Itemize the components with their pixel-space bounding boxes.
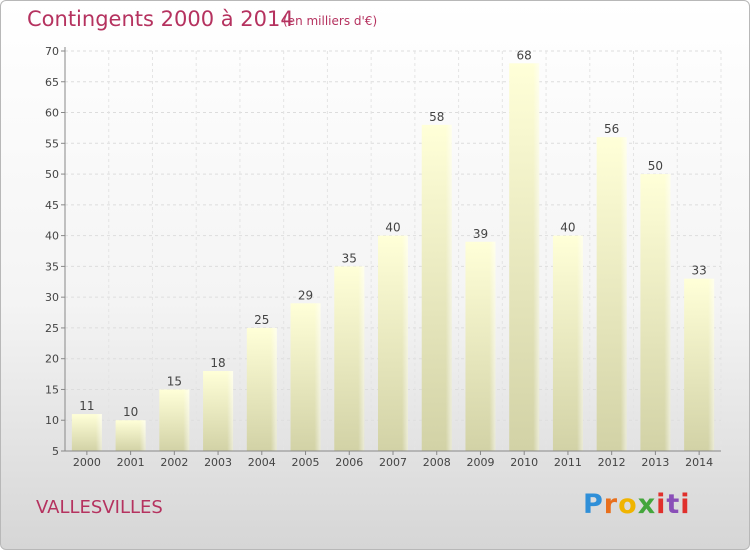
x-tick-label: 2004 xyxy=(248,456,276,469)
y-tick-label: 60 xyxy=(45,107,59,120)
x-tick-label: 2001 xyxy=(117,456,145,469)
commune-name: VALLESVILLES xyxy=(36,497,163,518)
bar-value-label: 68 xyxy=(517,48,532,62)
y-tick-label: 50 xyxy=(45,168,59,181)
y-tick-label: 70 xyxy=(45,45,59,58)
y-tick-label: 65 xyxy=(45,76,59,89)
y-tick-label: 45 xyxy=(45,199,59,212)
axes: 5 10 15 20 25 30 35 40 45 50 55 60 65 70 2000 2001 2002 2… xyxy=(45,45,721,469)
bar-value-label: 11 xyxy=(79,399,94,413)
y-tick-label: 35 xyxy=(45,260,59,273)
bars: 11 10 15 18 25 29 35 40 58 39 68 40 56 50 33 xyxy=(71,48,715,452)
x-tick-label: 2012 xyxy=(598,456,626,469)
bar-highlight xyxy=(533,63,540,452)
x-tick-label: 2014 xyxy=(685,456,713,469)
x-tick-label: 2006 xyxy=(335,456,363,469)
bar-highlight xyxy=(445,124,452,451)
x-tick-label: 2005 xyxy=(292,456,320,469)
bar-value-label: 18 xyxy=(210,356,225,370)
bar-highlight xyxy=(358,266,365,451)
bar-value-label: 35 xyxy=(342,251,357,265)
x-tick-label: 2003 xyxy=(204,456,232,469)
bar-value-label: 10 xyxy=(123,405,138,419)
y-tick-label: 55 xyxy=(45,137,59,150)
bar-value-label: 39 xyxy=(473,227,488,241)
y-tick-label: 15 xyxy=(45,383,59,396)
y-tick-label: 25 xyxy=(45,322,59,335)
x-tick-label: 2008 xyxy=(423,456,451,469)
bar-highlight xyxy=(227,371,234,451)
bar-value-label: 15 xyxy=(167,374,182,388)
bar-highlight xyxy=(314,303,321,451)
bar-value-label: 50 xyxy=(648,159,663,173)
bar-value-label: 56 xyxy=(604,122,619,136)
y-tick-label: 30 xyxy=(45,291,59,304)
bar-highlight xyxy=(664,174,671,452)
bar-highlight xyxy=(402,235,408,451)
x-tick-label: 2007 xyxy=(379,456,407,469)
chart-subtitle: (en milliers d'€) xyxy=(283,14,378,28)
bar-highlight xyxy=(139,420,146,451)
y-tick-label: 5 xyxy=(52,445,59,458)
bar-value-label: 58 xyxy=(429,110,444,124)
x-tick-label: 2013 xyxy=(641,456,669,469)
chart-title: Contingents 2000 à 2014 xyxy=(27,7,294,31)
bar-highlight xyxy=(489,241,496,451)
bar-value-label: 40 xyxy=(560,221,575,235)
x-tick-label: 2009 xyxy=(466,456,494,469)
x-tick-label: 2002 xyxy=(160,456,188,469)
bar-highlight xyxy=(95,414,102,451)
proxiti-logo[interactable]: Proxiti xyxy=(583,489,691,520)
bar-highlight xyxy=(576,235,583,451)
x-tick-label: 2010 xyxy=(510,456,538,469)
bar-value-label: 25 xyxy=(254,313,269,327)
bar-value-label: 33 xyxy=(691,264,706,278)
bar-highlight xyxy=(620,137,627,451)
y-tick-label: 10 xyxy=(45,414,59,427)
x-tick-label: 2000 xyxy=(73,456,101,469)
bar-highlight xyxy=(708,278,715,451)
y-tick-label: 40 xyxy=(45,230,59,243)
x-tick-label: 2011 xyxy=(554,456,582,469)
bar-highlight xyxy=(270,327,277,451)
bar-value-label: 29 xyxy=(298,288,313,302)
bar-highlight xyxy=(183,389,190,451)
y-tick-label: 20 xyxy=(45,353,59,366)
bar-value-label: 40 xyxy=(385,221,400,235)
